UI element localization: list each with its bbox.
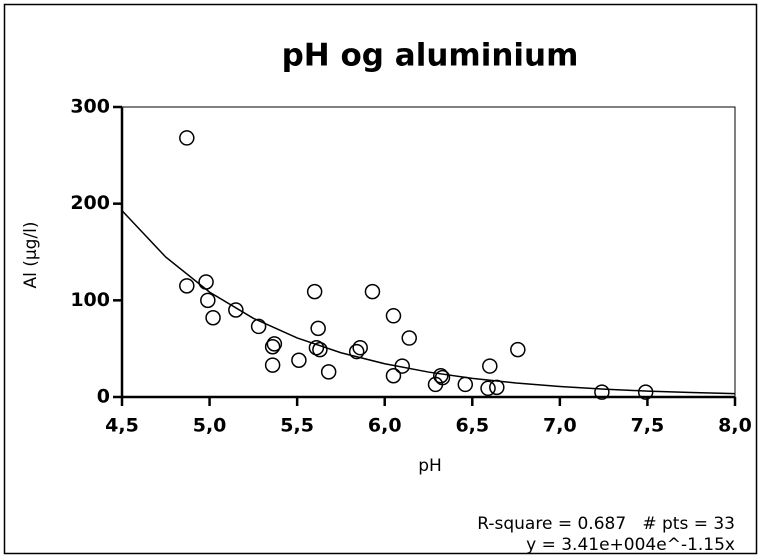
x-tick-label: 5,0: [193, 415, 227, 437]
x-tick-label: 8,0: [718, 415, 752, 437]
point: [228, 302, 244, 318]
point: [637, 384, 654, 400]
point: [205, 309, 221, 326]
annotation: y = 3.41e+004e^-1.15x: [526, 535, 735, 555]
point: [198, 274, 214, 290]
x-tick-label: 6,0: [368, 415, 402, 437]
point: [482, 358, 498, 374]
y-tick-label: 300: [70, 96, 110, 118]
chart-border: [3, 3, 758, 555]
point: [179, 130, 195, 146]
x-tick-label: 5,5: [280, 415, 314, 437]
x-tick-label: 4,5: [105, 415, 139, 437]
point: [306, 283, 323, 300]
point: [264, 357, 281, 373]
point: [310, 320, 326, 337]
point: [394, 358, 410, 374]
point: [250, 318, 267, 335]
x-axis-label: pH: [418, 456, 442, 476]
point: [480, 380, 496, 397]
point: [179, 278, 195, 294]
point: [385, 308, 402, 324]
y-axis-label: Al (µg/l): [21, 221, 41, 288]
y-tick-label: 100: [70, 289, 110, 311]
point: [433, 367, 449, 384]
point: [385, 367, 402, 384]
point: [510, 341, 526, 358]
point: [489, 379, 505, 396]
chart-title: pH og aluminium: [282, 38, 579, 74]
point: [320, 364, 337, 380]
point: [348, 343, 365, 360]
point: [291, 352, 307, 369]
fit-curve: [121, 210, 736, 395]
x-tick-label: 7,5: [631, 415, 665, 437]
point: [594, 384, 610, 400]
x-tick-label: 6,5: [455, 415, 489, 437]
annotation: R-square = 0.687 # pts = 33: [477, 514, 735, 534]
point: [266, 336, 283, 352]
point: [457, 376, 474, 393]
point: [401, 330, 417, 346]
y-tick-label: 0: [97, 386, 110, 408]
y-tick-label: 200: [70, 192, 110, 214]
x-tick-label: 7,0: [543, 415, 577, 437]
point: [308, 339, 325, 356]
point: [352, 339, 368, 356]
point: [434, 369, 451, 386]
point: [200, 292, 216, 309]
point: [264, 338, 281, 355]
point: [312, 341, 328, 358]
point: [364, 283, 381, 300]
